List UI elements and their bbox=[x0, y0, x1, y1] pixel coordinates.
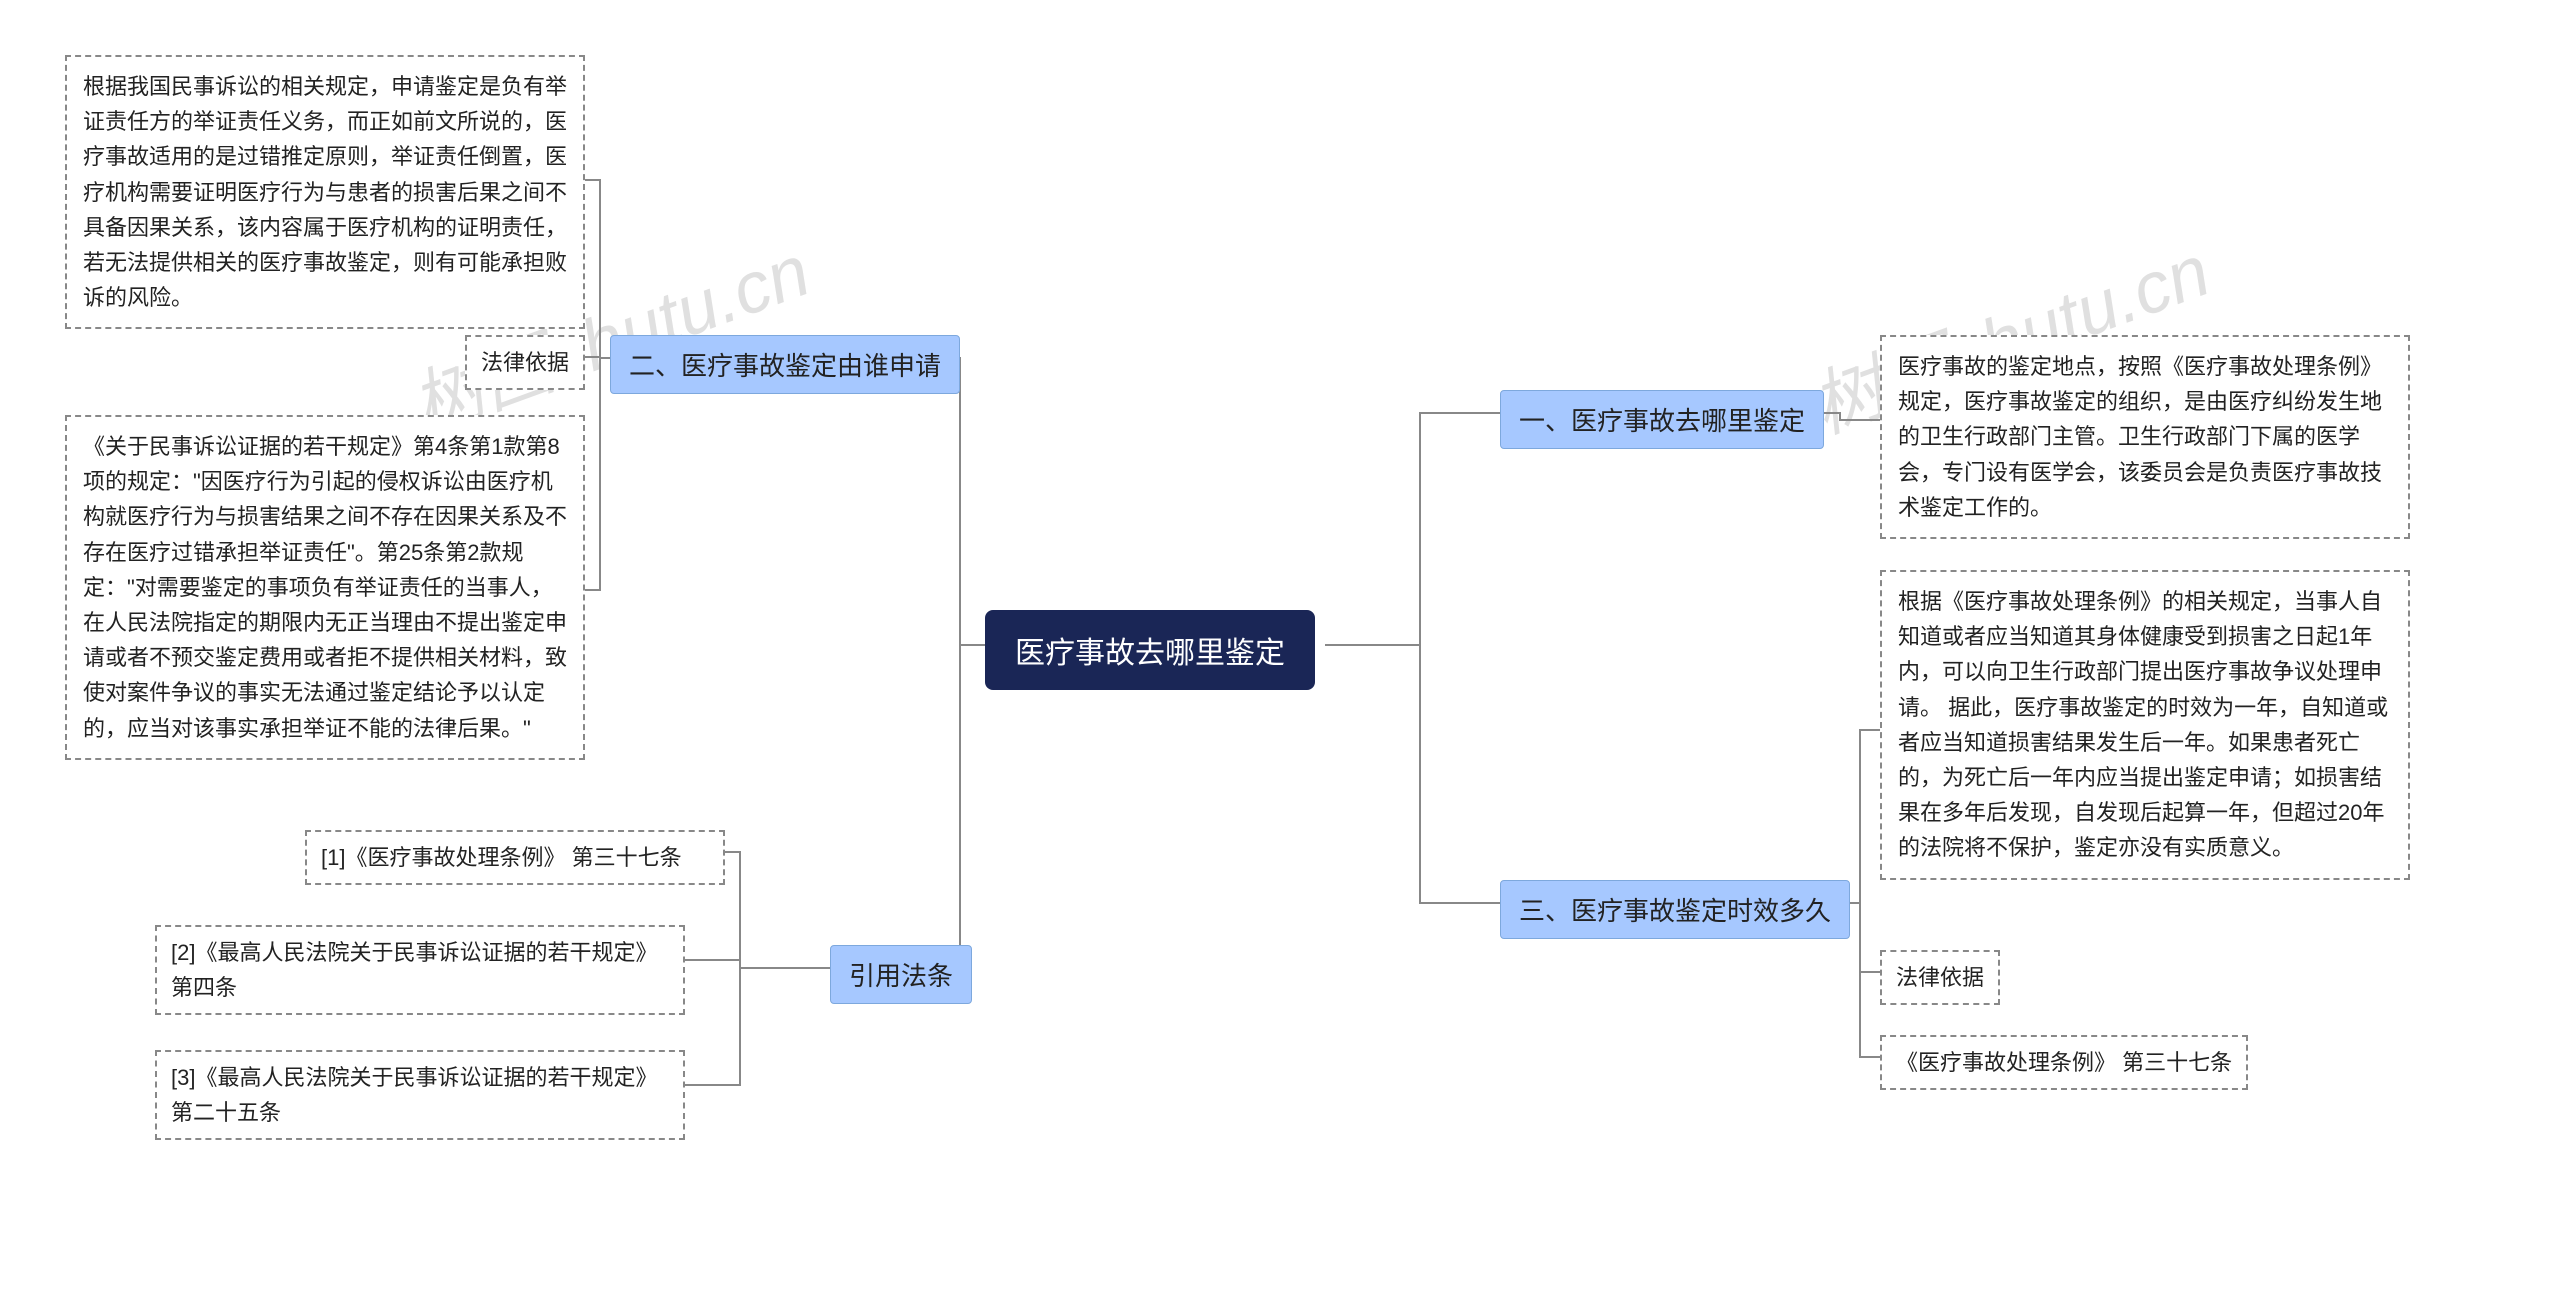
leaf-who-rules: 《关于民事诉讼证据的若干规定》第4条第1款第8项的规定："因医疗行为引起的侵权诉… bbox=[65, 415, 585, 760]
branch-time: 三、医疗事故鉴定时效多久 bbox=[1500, 880, 1850, 939]
leaf-time-desc: 根据《医疗事故处理条例》的相关规定，当事人自知道或者应当知道其身体健康受到损害之… bbox=[1880, 570, 2410, 880]
leaf-time-lawbasis: 法律依据 bbox=[1880, 950, 2000, 1005]
branch-who: 二、医疗事故鉴定由谁申请 bbox=[610, 335, 960, 394]
leaf-cite-1: [1]《医疗事故处理条例》 第三十七条 bbox=[305, 830, 725, 885]
branch-cite: 引用法条 bbox=[830, 945, 972, 1004]
leaf-who-desc: 根据我国民事诉讼的相关规定，申请鉴定是负有举证责任方的举证责任义务，而正如前文所… bbox=[65, 55, 585, 329]
leaf-who-lawbasis: 法律依据 bbox=[465, 335, 585, 390]
leaf-cite-2: [2]《最高人民法院关于民事诉讼证据的若干规定》 第四条 bbox=[155, 925, 685, 1015]
leaf-time-article37: 《医疗事故处理条例》 第三十七条 bbox=[1880, 1035, 2248, 1090]
leaf-cite-3: [3]《最高人民法院关于民事诉讼证据的若干规定》 第二十五条 bbox=[155, 1050, 685, 1140]
branch-where: 一、医疗事故去哪里鉴定 bbox=[1500, 390, 1824, 449]
leaf-where-desc: 医疗事故的鉴定地点，按照《医疗事故处理条例》规定，医疗事故鉴定的组织，是由医疗纠… bbox=[1880, 335, 2410, 539]
central-node: 医疗事故去哪里鉴定 bbox=[985, 610, 1315, 690]
